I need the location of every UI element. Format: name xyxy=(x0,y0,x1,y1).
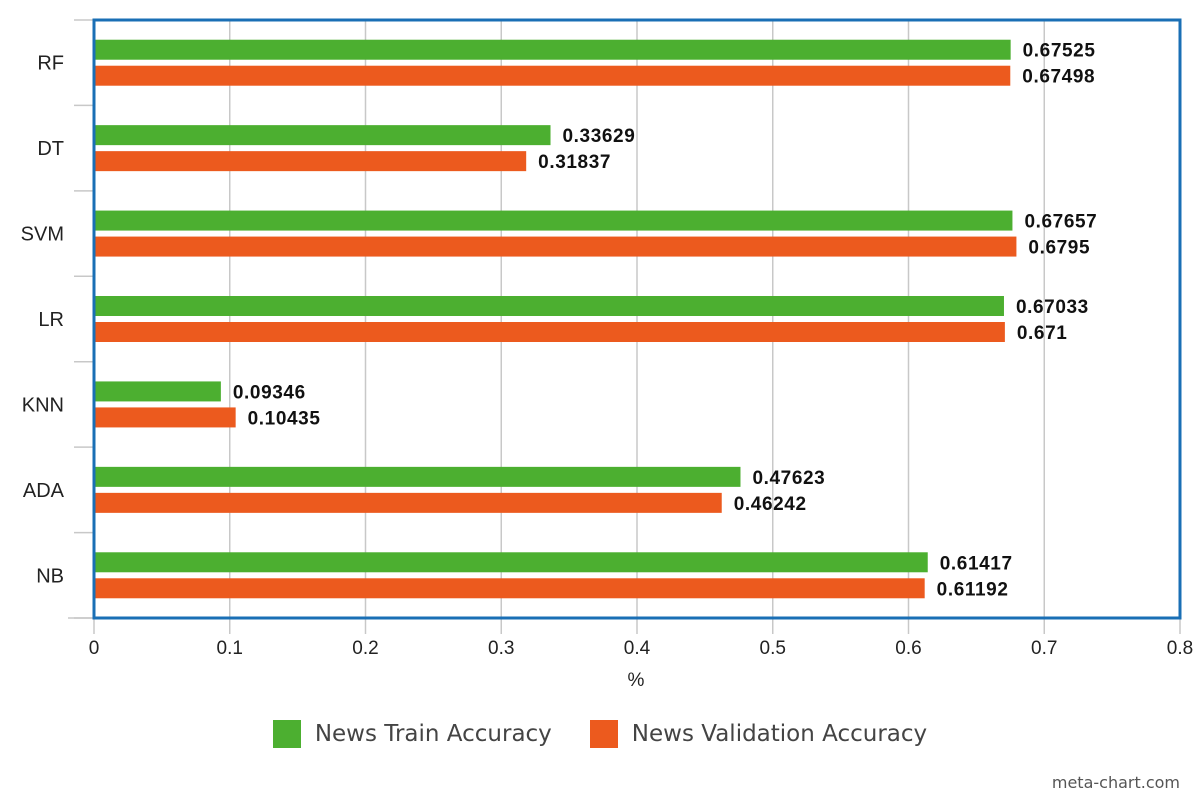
bar xyxy=(94,466,741,487)
legend-swatch-train xyxy=(272,720,301,748)
category-label: ADA xyxy=(23,480,65,502)
category-label: LR xyxy=(38,309,64,331)
bar xyxy=(94,151,527,172)
category-label: SVM xyxy=(21,224,64,246)
bar xyxy=(94,39,1011,60)
category-label: KNN xyxy=(22,394,64,416)
x-tick-label: 0 xyxy=(89,638,100,659)
bar xyxy=(94,552,928,573)
data-label: 0.33629 xyxy=(563,126,636,147)
category-label: RF xyxy=(37,53,64,75)
category-label: DT xyxy=(37,138,64,160)
x-axis-title: % xyxy=(628,670,645,691)
legend: News Train Accuracy News Validation Accu… xyxy=(0,720,1200,748)
bar xyxy=(94,381,221,402)
bar xyxy=(94,296,1004,316)
data-label: 0.61192 xyxy=(937,579,1009,600)
x-tick-label: 0.1 xyxy=(217,638,243,659)
data-label: 0.67525 xyxy=(1023,41,1096,62)
x-tick-label: 0.5 xyxy=(760,638,786,659)
x-tick-label: 0.2 xyxy=(352,638,378,659)
data-label: 0.6795 xyxy=(1028,238,1090,259)
data-label: 0.31837 xyxy=(538,152,611,173)
watermark: meta-chart.com xyxy=(1051,773,1180,792)
data-label: 0.67498 xyxy=(1022,67,1095,88)
bar xyxy=(94,322,1005,342)
data-label: 0.46242 xyxy=(734,494,807,515)
bar xyxy=(94,578,925,599)
data-label: 0.09346 xyxy=(233,382,306,403)
data-label: 0.67657 xyxy=(1024,212,1097,233)
data-label: 0.61417 xyxy=(940,553,1013,574)
legend-item-train[interactable]: News Train Accuracy xyxy=(272,720,552,748)
bar xyxy=(94,236,1017,257)
data-label: 0.47623 xyxy=(752,468,825,489)
bar xyxy=(94,492,722,513)
x-tick-label: 0.3 xyxy=(488,638,514,659)
plot-border xyxy=(92,18,1182,620)
legend-label-validation: News Validation Accuracy xyxy=(631,721,928,747)
x-tick-label: 0.7 xyxy=(1031,638,1057,659)
data-label: 0.10435 xyxy=(248,408,321,429)
bar xyxy=(94,125,551,146)
x-tick-label: 0.4 xyxy=(624,638,651,659)
legend-label-train: News Train Accuracy xyxy=(314,721,552,747)
x-tick-label: 0.6 xyxy=(895,638,921,659)
bar xyxy=(94,407,236,428)
category-label: NB xyxy=(36,565,64,587)
legend-swatch-validation xyxy=(589,720,618,748)
data-label: 0.671 xyxy=(1017,323,1068,344)
bar xyxy=(94,65,1011,86)
data-label: 0.67033 xyxy=(1016,297,1089,318)
bar xyxy=(94,210,1013,231)
x-tick-label: 0.8 xyxy=(1167,638,1193,659)
legend-item-validation[interactable]: News Validation Accuracy xyxy=(589,720,928,748)
